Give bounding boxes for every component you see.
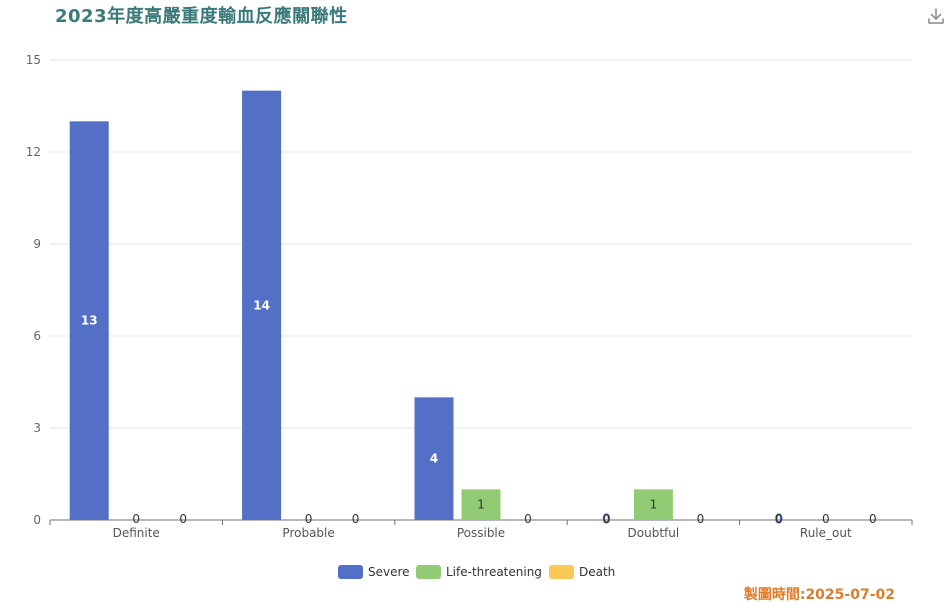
y-axis-ticks: 0 3 6 9 12 15 [26,53,41,527]
grid-lines [50,59,912,429]
y-tick-label: 15 [26,53,41,67]
data-label: 0 [869,512,877,526]
bar-severe-definite [69,121,109,520]
data-label: 13 [81,314,98,328]
bars [69,90,673,521]
x-tick-label: Probable [282,526,334,540]
y-tick-label: 0 [33,513,41,527]
x-tick-label: Definite [113,526,160,540]
legend-swatch [416,565,441,579]
data-label: 1 [477,498,485,512]
data-label: 0 [603,512,611,526]
data-label: 0 [132,512,140,526]
y-tick-label: 3 [33,421,41,435]
legend-item-life-threatening[interactable]: Life-threatening [416,565,542,579]
data-label: 0 [822,512,830,526]
y-tick-label: 9 [33,237,41,251]
legend-label: Death [579,565,615,579]
data-label: 0 [179,512,187,526]
data-label: 0 [352,512,360,526]
data-label: 14 [253,298,270,312]
chart-date: 製圖時間:2025-07-02 [743,587,895,603]
data-label: 1 [650,498,658,512]
y-tick-label: 12 [26,145,41,159]
data-label: 0 [524,512,532,526]
legend-swatch [549,565,574,579]
x-tick-label: Rule_out [800,526,852,540]
category-labels: Definite Probable Possible Doubtful Rule_out [113,526,852,540]
data-label: 0 [305,512,313,526]
download-icon[interactable] [926,6,946,26]
bar-severe-possible [414,397,454,520]
legend: Severe Life-threatening Death [338,565,615,579]
legend-label: Severe [368,565,410,579]
legend-swatch [338,565,363,579]
legend-item-death[interactable]: Death [549,565,615,579]
legend-item-severe[interactable]: Severe [338,565,410,579]
data-label: 0 [697,512,705,526]
bar-life-threatening-doubtful [633,489,673,520]
data-label: 4 [430,452,438,466]
bar-severe-probable [242,90,282,521]
y-tick-label: 6 [33,329,41,343]
x-tick-label: Possible [457,526,505,540]
chart-title: 2023年度高嚴重度輸血反應關聯性 [55,6,348,27]
data-label: 0 [775,512,783,526]
bar-life-threatening-possible [461,489,501,520]
x-tick-label: Doubtful [628,526,680,540]
data-labels: 13 0 0 14 0 0 4 1 0 0 1 0 0 0 0 [81,298,877,526]
legend-label: Life-threatening [446,565,542,579]
